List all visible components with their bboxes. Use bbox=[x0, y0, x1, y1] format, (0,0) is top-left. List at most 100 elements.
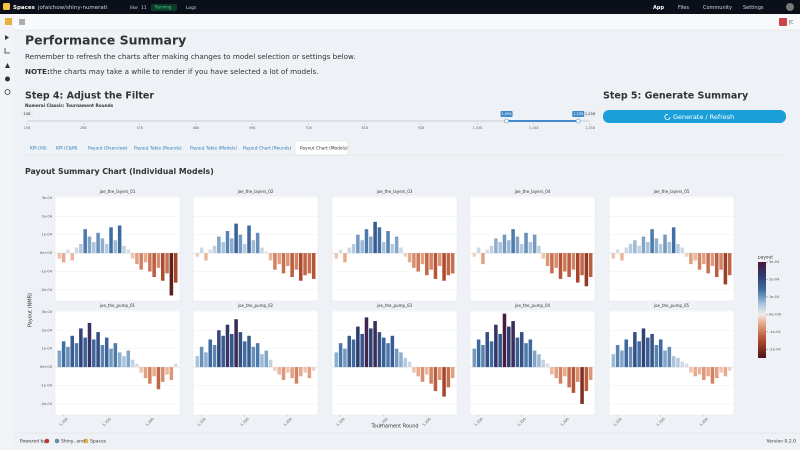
bar bbox=[615, 249, 620, 254]
bar bbox=[109, 348, 113, 368]
bar bbox=[212, 345, 217, 368]
button-label[interactable]: Generate / Refresh bbox=[673, 113, 734, 121]
bar bbox=[641, 236, 646, 254]
nav-files[interactable]: Files bbox=[678, 5, 689, 11]
menu-button[interactable] bbox=[19, 19, 25, 25]
bar bbox=[507, 326, 511, 368]
bar bbox=[294, 253, 299, 270]
repo-name[interactable]: jofaichow/shiny-numerati bbox=[37, 5, 108, 11]
bar bbox=[637, 245, 641, 254]
x-tick-label: 1,100 bbox=[59, 416, 70, 427]
account-avatar[interactable] bbox=[786, 3, 794, 11]
x-tick-label: 1,100 bbox=[336, 416, 347, 427]
bar bbox=[689, 253, 693, 265]
status-badge bbox=[151, 4, 177, 11]
bar bbox=[723, 253, 728, 285]
bar bbox=[524, 343, 528, 368]
footer-spaces: Spaces bbox=[90, 439, 107, 445]
bar bbox=[290, 367, 294, 379]
tab[interactable]: Payout Table (Rounds) bbox=[134, 146, 182, 152]
nav-community[interactable]: Community bbox=[703, 5, 732, 11]
tab[interactable]: Payout (Overview) bbox=[88, 146, 128, 152]
note: Remember to refresh the charts after mak… bbox=[25, 52, 356, 61]
sidebar-icon[interactable] bbox=[4, 89, 11, 95]
bar bbox=[148, 367, 152, 384]
bar bbox=[381, 242, 386, 254]
bar bbox=[584, 253, 589, 287]
bar bbox=[83, 337, 87, 368]
bar bbox=[100, 345, 105, 368]
bar bbox=[57, 350, 62, 368]
bar bbox=[706, 367, 710, 377]
bar bbox=[472, 348, 477, 368]
user-avatar[interactable] bbox=[779, 18, 787, 26]
bar bbox=[230, 238, 234, 254]
sidebar-icon[interactable] bbox=[5, 76, 10, 82]
bar bbox=[135, 253, 139, 265]
bar bbox=[567, 367, 571, 388]
slider-handle[interactable] bbox=[504, 118, 509, 124]
bar bbox=[407, 253, 412, 263]
bar bbox=[611, 354, 616, 368]
bar bbox=[584, 367, 589, 392]
slider-handle[interactable] bbox=[575, 118, 581, 124]
bar bbox=[260, 247, 264, 254]
y-tick-label: -1e-04 bbox=[40, 270, 52, 274]
nav-settings[interactable]: Settings bbox=[743, 5, 764, 11]
slider-selection[interactable] bbox=[506, 120, 579, 122]
bar bbox=[394, 236, 399, 254]
like-button[interactable]: like bbox=[130, 5, 138, 11]
bar bbox=[238, 332, 243, 368]
bar bbox=[633, 332, 637, 368]
bar bbox=[217, 236, 221, 254]
bar bbox=[290, 253, 294, 278]
y-tick-label: 1e-04 bbox=[42, 347, 53, 351]
bar bbox=[693, 367, 697, 377]
bar bbox=[663, 350, 667, 368]
logs-link[interactable]: Logs bbox=[186, 5, 197, 11]
bar bbox=[298, 253, 303, 281]
bar bbox=[676, 357, 680, 368]
bar bbox=[247, 335, 251, 368]
bar bbox=[399, 247, 403, 254]
bar bbox=[199, 346, 204, 368]
sidebar-icon[interactable] bbox=[5, 63, 10, 68]
tab[interactable]: Payout Table (Models) bbox=[190, 146, 237, 152]
bar bbox=[481, 345, 485, 368]
bar bbox=[575, 367, 580, 382]
bar bbox=[654, 345, 659, 368]
panel-title: joe_the_layers_04 bbox=[514, 189, 551, 194]
bar bbox=[611, 253, 616, 259]
bar bbox=[104, 337, 109, 368]
bar bbox=[407, 361, 412, 368]
bar bbox=[697, 367, 702, 375]
nav-app[interactable]: App bbox=[653, 5, 664, 11]
bar bbox=[502, 234, 507, 254]
brand[interactable]: Spaces bbox=[13, 5, 36, 11]
tab[interactable]: Payout Chart (Rounds) bbox=[243, 146, 292, 152]
bar bbox=[381, 337, 386, 368]
bar bbox=[212, 245, 217, 254]
bar bbox=[450, 367, 455, 379]
bar bbox=[277, 367, 281, 375]
sidebar-icon[interactable] bbox=[5, 35, 9, 40]
tab[interactable]: Payout Chart (Models) bbox=[300, 146, 348, 152]
y-tick-label: -1e-04 bbox=[40, 384, 52, 388]
generate-button[interactable] bbox=[603, 110, 786, 123]
logo bbox=[3, 3, 10, 10]
bar bbox=[524, 232, 528, 254]
tab[interactable]: KPI (C&M) bbox=[56, 146, 78, 152]
bar bbox=[104, 243, 109, 254]
colorbar bbox=[758, 262, 766, 358]
bar bbox=[545, 253, 550, 266]
bar bbox=[334, 253, 339, 259]
bar bbox=[624, 247, 629, 254]
tab[interactable]: KPI (All) bbox=[30, 146, 47, 152]
bar bbox=[646, 337, 650, 368]
bar bbox=[646, 242, 650, 254]
sidebar-icon[interactable] bbox=[4, 48, 10, 54]
bar bbox=[580, 253, 584, 276]
bar bbox=[264, 350, 269, 368]
bar bbox=[403, 253, 408, 257]
